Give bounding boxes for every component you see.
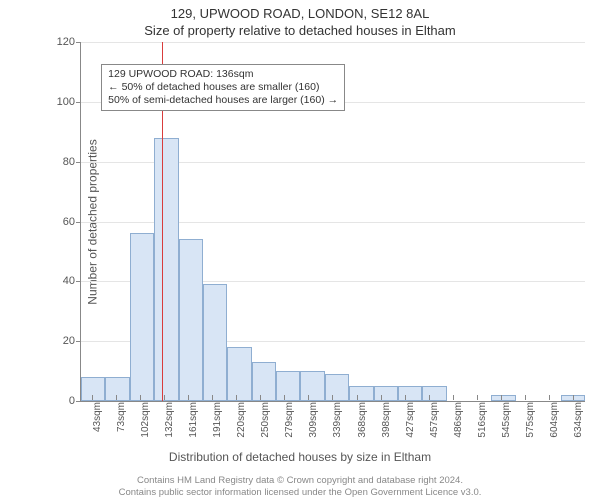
histogram-bar bbox=[105, 377, 129, 401]
x-tick-mark bbox=[357, 395, 358, 400]
x-tick-mark bbox=[501, 395, 502, 400]
histogram-bar bbox=[154, 138, 178, 401]
x-tick-label: 339sqm bbox=[332, 402, 343, 438]
x-tick-mark bbox=[116, 395, 117, 400]
histogram-bar bbox=[130, 233, 154, 401]
x-tick-label: 516sqm bbox=[477, 402, 488, 438]
x-tick-label: 102sqm bbox=[140, 402, 151, 438]
x-tick-mark bbox=[260, 395, 261, 400]
histogram-bar bbox=[227, 347, 251, 401]
x-axis-label: Distribution of detached houses by size … bbox=[0, 450, 600, 464]
y-tick-label: 100 bbox=[57, 96, 81, 108]
y-tick-label: 20 bbox=[63, 335, 81, 347]
annotation-box: 129 UPWOOD ROAD: 136sqm← 50% of detached… bbox=[101, 64, 345, 111]
x-tick-label: 427sqm bbox=[405, 402, 416, 438]
y-tick-label: 40 bbox=[63, 275, 81, 287]
x-tick-mark bbox=[284, 395, 285, 400]
x-tick-label: 309sqm bbox=[308, 402, 319, 438]
annotation-line: 50% of semi-detached houses are larger (… bbox=[108, 94, 338, 107]
y-tick-label: 80 bbox=[63, 156, 81, 168]
x-tick-label: 368sqm bbox=[357, 402, 368, 438]
x-tick-mark bbox=[236, 395, 237, 400]
footer-attribution: Contains HM Land Registry data © Crown c… bbox=[0, 475, 600, 498]
x-tick-label: 545sqm bbox=[501, 402, 512, 438]
x-tick-mark bbox=[164, 395, 165, 400]
x-tick-label: 220sqm bbox=[236, 402, 247, 438]
x-tick-label: 132sqm bbox=[164, 402, 175, 438]
x-tick-mark bbox=[381, 395, 382, 400]
x-tick-mark bbox=[92, 395, 93, 400]
y-tick-label: 60 bbox=[63, 216, 81, 228]
x-tick-mark bbox=[212, 395, 213, 400]
x-tick-mark bbox=[140, 395, 141, 400]
x-tick-mark bbox=[525, 395, 526, 400]
x-tick-label: 457sqm bbox=[429, 402, 440, 438]
footer-line-1: Contains HM Land Registry data © Crown c… bbox=[0, 475, 600, 486]
histogram-bar bbox=[374, 386, 398, 401]
x-tick-label: 43sqm bbox=[92, 402, 103, 432]
y-tick-label: 120 bbox=[57, 36, 81, 48]
histogram-bar bbox=[252, 362, 276, 401]
histogram-bar bbox=[203, 284, 227, 401]
x-tick-mark bbox=[573, 395, 574, 400]
histogram-bar bbox=[349, 386, 373, 401]
histogram-bar bbox=[325, 374, 349, 401]
x-tick-mark bbox=[332, 395, 333, 400]
page-title-line1: 129, UPWOOD ROAD, LONDON, SE12 8AL bbox=[0, 0, 600, 21]
x-tick-label: 575sqm bbox=[525, 402, 536, 438]
annotation-line: 129 UPWOOD ROAD: 136sqm bbox=[108, 68, 338, 81]
x-tick-label: 191sqm bbox=[212, 402, 223, 438]
x-tick-label: 161sqm bbox=[188, 402, 199, 438]
x-tick-mark bbox=[308, 395, 309, 400]
footer-line-2: Contains public sector information licen… bbox=[0, 487, 600, 498]
histogram-bar bbox=[398, 386, 422, 401]
x-tick-mark bbox=[549, 395, 550, 400]
histogram-bar bbox=[81, 377, 105, 401]
x-tick-label: 486sqm bbox=[453, 402, 464, 438]
x-tick-label: 604sqm bbox=[549, 402, 560, 438]
plot-area: 020406080100120129 UPWOOD ROAD: 136sqm← … bbox=[80, 42, 585, 402]
x-tick-label: 250sqm bbox=[260, 402, 271, 438]
x-tick-mark bbox=[429, 395, 430, 400]
x-tick-mark bbox=[477, 395, 478, 400]
chart: Number of detached properties 0204060801… bbox=[55, 42, 585, 402]
annotation-line: ← 50% of detached houses are smaller (16… bbox=[108, 81, 338, 94]
histogram-bar bbox=[422, 386, 446, 401]
x-tick-mark bbox=[405, 395, 406, 400]
x-tick-label: 279sqm bbox=[284, 402, 295, 438]
x-tick-mark bbox=[453, 395, 454, 400]
histogram-bar bbox=[276, 371, 300, 401]
x-tick-mark bbox=[188, 395, 189, 400]
x-tick-label: 398sqm bbox=[381, 402, 392, 438]
histogram-bar bbox=[179, 239, 203, 401]
x-tick-label: 73sqm bbox=[116, 402, 127, 432]
x-tick-label: 634sqm bbox=[573, 402, 584, 438]
page-title-line2: Size of property relative to detached ho… bbox=[0, 21, 600, 42]
histogram-bar bbox=[300, 371, 324, 401]
